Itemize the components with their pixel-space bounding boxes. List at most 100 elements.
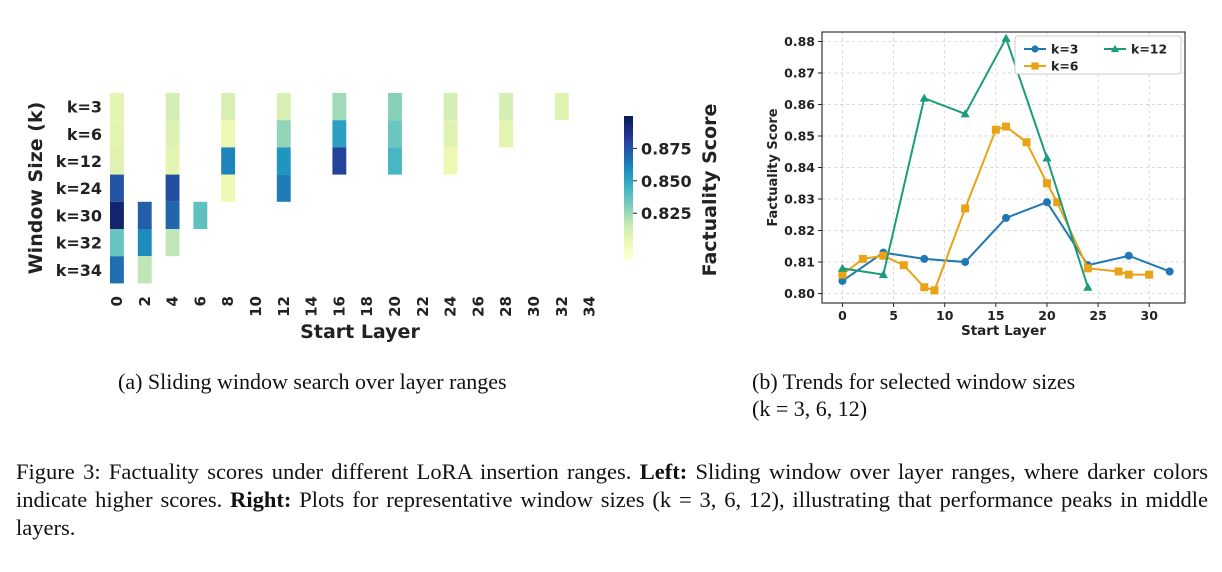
colorbar-segment <box>624 149 633 153</box>
colorbar-segment <box>624 236 633 239</box>
data-point <box>838 276 847 285</box>
x-tick-label: 10 <box>936 308 954 323</box>
colorbar-segment <box>624 180 633 184</box>
colorbar-segment <box>624 130 633 134</box>
heatmap-cell <box>193 201 208 229</box>
data-point <box>1042 198 1051 207</box>
colorbar-segment <box>624 216 633 220</box>
colorbar-segment <box>624 166 633 170</box>
colorbar-segment <box>624 245 633 249</box>
heatmap-cell <box>110 201 124 229</box>
heatmap-x-tick-label: 34 <box>581 296 599 317</box>
colorbar-segment <box>624 125 633 129</box>
heatmap-row-label: k=6 <box>67 125 102 144</box>
colorbar-segment <box>624 156 633 160</box>
heatmap-x-tick-label: 20 <box>386 296 404 317</box>
heatmap-cell <box>110 256 124 284</box>
data-point <box>1053 198 1062 207</box>
heatmap-cell <box>110 174 124 202</box>
heatmap-x-tick-label: 26 <box>469 296 487 317</box>
subcaption-b-line2: (k = 3, 6, 12) <box>752 396 868 421</box>
data-point <box>879 251 888 260</box>
legend-frame <box>1014 35 1182 75</box>
series-k-6 <box>838 122 1154 295</box>
heatmap-cell <box>137 201 152 229</box>
x-tick-label: 0 <box>838 308 847 323</box>
heatmap-x-tick-label: 16 <box>330 296 348 317</box>
y-tick-label: 0.84 <box>784 160 815 175</box>
heatmap-cell <box>165 147 180 175</box>
heatmap-cell <box>276 93 291 121</box>
y-tick-label: 0.81 <box>784 255 815 270</box>
colorbar-segment <box>624 202 633 206</box>
colorbar-segment <box>624 159 633 163</box>
heatmap-cell <box>165 174 180 202</box>
heatmap-row-label: k=12 <box>56 152 102 171</box>
colorbar-segment <box>624 183 633 187</box>
caption-prefix: Figure 3: Factuality scores under differ… <box>16 459 640 484</box>
line-chart: 0.80 0.81 0.82 0.83 0.84 0.85 0.86 0.87 0.88 0 5 10… <box>766 31 1186 339</box>
series-k-3 <box>838 198 1174 285</box>
heatmap-cell <box>165 120 180 148</box>
colorbar-segment <box>624 250 633 254</box>
data-point <box>837 263 848 272</box>
colorbar-segment <box>624 118 633 122</box>
colorbar-segment <box>624 195 633 199</box>
data-point <box>961 258 970 267</box>
heatmap-cell <box>443 147 458 175</box>
colorbar-segment <box>624 164 633 167</box>
heatmap-cell <box>165 201 180 229</box>
subcaption-a: (a) Sliding window search over layer ran… <box>118 369 507 394</box>
colorbar-segment <box>624 240 633 244</box>
data-point <box>1042 153 1052 162</box>
heatmap-row-label: k=32 <box>56 234 102 253</box>
data-point <box>1031 45 1039 53</box>
data-point <box>878 270 888 279</box>
heatmap-cell <box>388 147 402 175</box>
caption-right-label: Right: <box>230 487 292 512</box>
colorbar-segment <box>624 128 633 131</box>
colorbar-segment <box>624 252 633 256</box>
heatmap-cell <box>276 120 291 148</box>
series-line <box>842 35 1089 288</box>
colorbar-segment <box>624 212 633 215</box>
data-point <box>1042 179 1051 188</box>
heatmap-cell <box>221 120 236 148</box>
x-tick-label: 30 <box>1141 308 1159 323</box>
data-point <box>930 286 939 295</box>
heatmap-x-tick-label: 4 <box>164 296 182 306</box>
data-point <box>1110 44 1120 53</box>
colorbar-segment <box>624 116 633 119</box>
colorbar-segment <box>624 185 633 189</box>
colorbar-segment <box>624 171 633 175</box>
heatmap-x-tick-label: 30 <box>525 296 543 317</box>
heatmap-x-tick-label: 32 <box>553 296 571 317</box>
heatmap-x-tick-label: 14 <box>303 296 321 317</box>
heatmap-row-label: k=24 <box>56 179 102 198</box>
heatmap-cell <box>388 93 402 121</box>
heatmap-cell <box>221 93 236 121</box>
colorbar-segment <box>624 231 633 235</box>
colorbar-segment <box>624 135 633 139</box>
heatmap-x-tick-label: 12 <box>275 296 293 317</box>
data-point <box>1002 122 1011 131</box>
heatmap-cell <box>137 229 152 257</box>
heatmap-cell <box>332 147 347 175</box>
legend-label: k=6 <box>1051 59 1079 74</box>
heatmap-cell <box>443 120 458 148</box>
heatmap-cell <box>110 93 124 121</box>
heatmap-x-tick-label: 6 <box>191 296 209 306</box>
heatmap-row-label: k=34 <box>56 261 102 280</box>
heatmap-x-axis-label: Start Layer <box>300 321 420 343</box>
heatmap-cell <box>332 93 347 121</box>
heatmap-cell <box>221 174 236 202</box>
heatmap-x-tick-label: 18 <box>358 296 376 317</box>
colorbar-segment <box>624 173 633 177</box>
caption-left-text: Sliding window over layer ranges, where … <box>16 459 1208 512</box>
data-point <box>991 125 1000 134</box>
colorbar-tick-label: 0.875 <box>641 139 692 158</box>
data-point <box>1002 213 1011 222</box>
subcaption-b: (b) Trends for selected window sizes (k … <box>752 368 1212 422</box>
heatmap-cell <box>165 229 180 257</box>
